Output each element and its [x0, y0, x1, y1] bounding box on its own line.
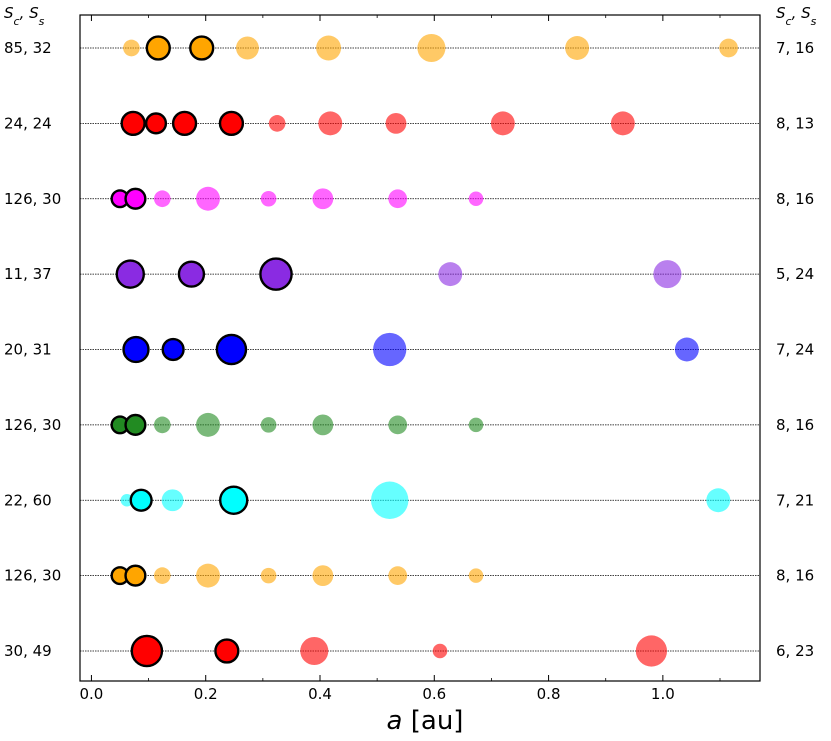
planet-marker [373, 332, 407, 367]
planet-marker [196, 412, 220, 437]
planet-marker [674, 337, 699, 362]
row-left-label: 85, 32 [4, 39, 52, 57]
planet-marker [214, 638, 240, 664]
planet-marker [388, 566, 408, 585]
x-axis-ticks: 0.0 0.2 0.4 0.6 0.8 1.0 [79, 15, 721, 703]
planet-marker [260, 567, 277, 584]
row-left-label: 20, 31 [4, 341, 52, 359]
planet-marker [312, 414, 334, 436]
planet-marker [610, 111, 635, 136]
planet-marker [653, 260, 682, 289]
x-axis-label: a [au] [387, 706, 464, 736]
x-tick-label: 0.6 [422, 685, 446, 703]
planet-marker [432, 643, 448, 659]
planet-markers [110, 33, 738, 668]
planet-marker [385, 112, 407, 134]
planet-marker [196, 186, 220, 211]
planet-marker [565, 36, 590, 60]
x-tick-label: 0.4 [308, 685, 332, 703]
row-left-label: 22, 60 [4, 491, 52, 509]
planet-marker [153, 416, 171, 434]
row-left-label: 126, 30 [4, 190, 61, 208]
planet-marker [260, 190, 277, 207]
left-header: Sc, Ss [4, 4, 45, 28]
planet-marker [196, 563, 220, 588]
planet-marker [123, 39, 140, 57]
planet-marker [153, 190, 171, 208]
planet-marker [417, 33, 446, 63]
planet-marker [129, 488, 153, 512]
row-right-label: 7, 24 [776, 341, 814, 359]
planet-marker [312, 188, 334, 210]
row-left-label: 126, 30 [4, 416, 61, 434]
planet-marker [635, 635, 668, 667]
planet-marker [215, 333, 248, 366]
planet-marker [490, 111, 515, 136]
row-right-label: 8, 16 [776, 416, 814, 434]
row-right-label: 7, 21 [776, 491, 814, 509]
planet-marker [259, 257, 293, 291]
planet-marker [268, 115, 286, 132]
row-left-label: 24, 24 [4, 114, 52, 132]
planet-marker [318, 111, 343, 136]
planet-marker [177, 260, 206, 288]
planet-marker [235, 36, 259, 60]
planet-marker [115, 259, 146, 289]
planet-marker [218, 110, 245, 137]
planet-marker [161, 337, 185, 362]
planet-marker [468, 191, 484, 207]
row-right-label: 6, 23 [776, 642, 814, 660]
planet-marker [260, 417, 277, 433]
planet-marker [130, 634, 164, 668]
planet-marker [124, 564, 147, 587]
row-right-label: 8, 13 [776, 114, 814, 132]
planet-marker [468, 568, 484, 583]
planet-marker [153, 567, 171, 584]
row-right-label: 8, 16 [776, 190, 814, 208]
planet-marker [189, 35, 215, 61]
planet-marker [468, 417, 484, 433]
row-labels: 85, 32 7, 16 24, 24 8, 13 126, 30 8, 16 11, 37… [4, 39, 814, 660]
planet-marker [145, 35, 171, 61]
planet-marker [218, 485, 249, 515]
planet-marker [388, 415, 408, 435]
planet-marker [120, 110, 146, 137]
row-right-label: 8, 16 [776, 567, 814, 585]
planet-marker [312, 565, 334, 587]
planet-marker [171, 110, 198, 137]
planet-marker [124, 187, 147, 210]
planet-marker [719, 38, 738, 58]
x-tick-label: 1.0 [651, 685, 675, 703]
row-left-label: 30, 49 [4, 642, 52, 660]
planet-marker [438, 262, 463, 287]
row-left-label: 11, 37 [4, 265, 52, 283]
right-header: Sc, Ss [776, 4, 817, 28]
planet-marker [706, 488, 731, 513]
x-tick-label: 0.8 [537, 685, 561, 703]
x-tick-label: 0.0 [79, 685, 103, 703]
planet-marker [124, 413, 147, 436]
row-left-label: 126, 30 [4, 567, 61, 585]
planet-marker [161, 489, 184, 512]
planet-marker [388, 189, 408, 209]
row-right-label: 5, 24 [776, 265, 814, 283]
planet-marker [370, 481, 409, 519]
row-right-label: 7, 16 [776, 39, 814, 57]
planet-marker [300, 636, 329, 666]
planet-marker [122, 335, 150, 364]
planet-marker [316, 35, 342, 61]
x-tick-label: 0.2 [194, 685, 218, 703]
planet-marker [144, 112, 168, 135]
